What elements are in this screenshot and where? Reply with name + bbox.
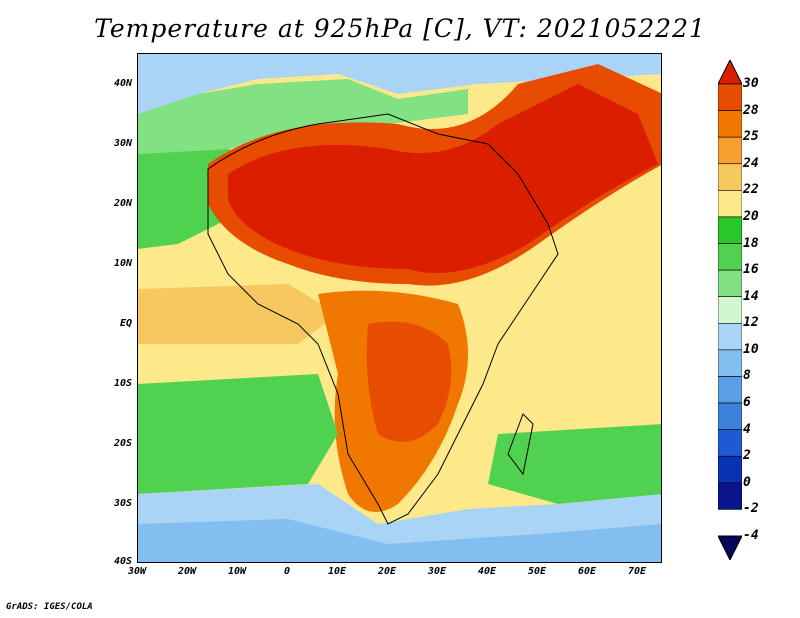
lon-tick: 20W xyxy=(167,566,207,577)
lon-tick: 60E xyxy=(567,566,607,577)
colorbar-label: 24 xyxy=(743,156,759,171)
colorbar-segment xyxy=(718,244,742,271)
lat-tick: 20S xyxy=(100,438,132,449)
colorbar-segment xyxy=(718,403,742,430)
lon-tick: 40E xyxy=(467,566,507,577)
colorbar-segment xyxy=(718,430,742,457)
colorbar-segment xyxy=(718,84,742,111)
lat-tick: 10N xyxy=(100,258,132,269)
colorbar-segment xyxy=(718,297,742,324)
lon-tick: 30W xyxy=(117,566,157,577)
lon-tick: 50E xyxy=(517,566,557,577)
colorbar-label: -2 xyxy=(743,501,759,516)
colorbar-segment xyxy=(718,376,742,403)
colorbar-label: 0 xyxy=(743,475,751,490)
lat-tick: 20N xyxy=(100,198,132,209)
colorbar-label: 28 xyxy=(743,103,759,118)
colorbar-label: 4 xyxy=(743,422,751,437)
colorbar-segment xyxy=(718,456,742,483)
colorbar-segment xyxy=(718,111,742,138)
colorbar-label: 16 xyxy=(743,262,759,277)
colorbar-label: 10 xyxy=(743,342,759,357)
colorbar-segment xyxy=(718,217,742,244)
colorbar-segment xyxy=(718,190,742,217)
lat-tick: 10S xyxy=(100,378,132,389)
colorbar-segment xyxy=(718,137,742,164)
colorbar-segment xyxy=(718,323,742,350)
colorbar-segment xyxy=(718,350,742,377)
lon-tick: 10W xyxy=(217,566,257,577)
colorbar-label: 18 xyxy=(743,236,759,251)
lon-tick: 10E xyxy=(317,566,357,577)
colorbar-label: 8 xyxy=(743,368,751,383)
colorbar-label: 6 xyxy=(743,395,751,410)
lon-tick: 30E xyxy=(417,566,457,577)
colorbar-segment xyxy=(718,60,742,84)
lon-tick: 0 xyxy=(267,566,307,577)
lat-tick: EQ xyxy=(100,318,132,329)
lat-tick: 40N xyxy=(100,78,132,89)
colorbar-label: 25 xyxy=(743,129,759,144)
colorbar-segment xyxy=(718,536,742,560)
colorbar-segment xyxy=(718,270,742,297)
map-canvas xyxy=(138,54,662,563)
credit-text: GrADS: IGES/COLA xyxy=(6,602,93,612)
colorbar xyxy=(718,60,742,560)
colorbar-segment xyxy=(718,164,742,191)
lat-tick: 30N xyxy=(100,138,132,149)
colorbar-label: 2 xyxy=(743,448,751,463)
temperature-map xyxy=(137,53,662,563)
south-atlantic-green xyxy=(138,374,338,494)
colorbar-segment xyxy=(718,483,742,510)
lon-tick: 20E xyxy=(367,566,407,577)
lon-tick: 70E xyxy=(617,566,657,577)
colorbar-label: 22 xyxy=(743,182,759,197)
lat-tick: 30S xyxy=(100,498,132,509)
colorbar-label: 30 xyxy=(743,76,759,91)
colorbar-label: 14 xyxy=(743,289,759,304)
colorbar-label: 12 xyxy=(743,315,759,330)
colorbar-label: -4 xyxy=(743,528,759,543)
chart-title: Temperature at 925hPa [C], VT: 202105222… xyxy=(0,14,800,43)
colorbar-label: 20 xyxy=(743,209,759,224)
